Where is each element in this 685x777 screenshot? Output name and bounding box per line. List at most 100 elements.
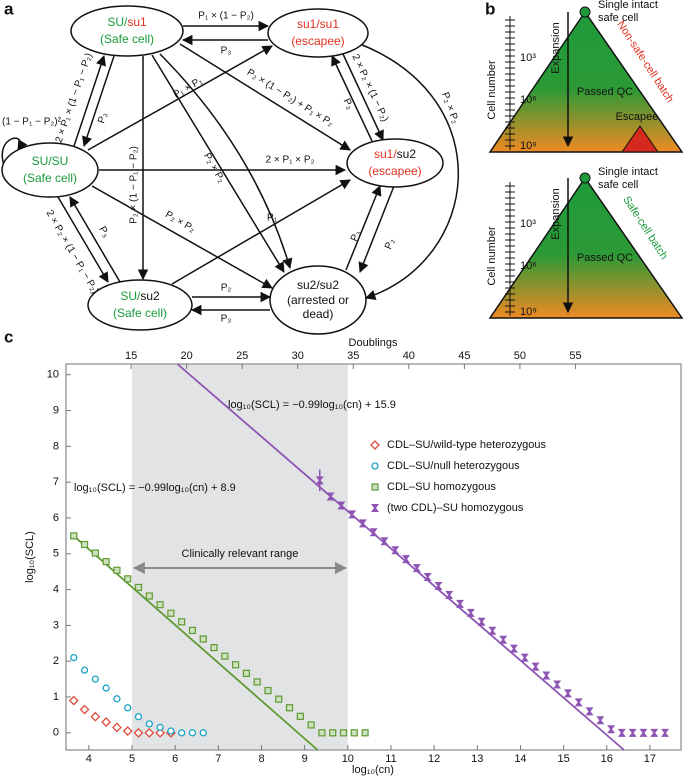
data-point: [275, 695, 283, 703]
arrow: [171, 179, 351, 285]
x-tick-label: 7: [215, 753, 221, 765]
x-tick-label: 5: [129, 753, 135, 765]
y-tick-label: 8: [53, 440, 59, 452]
arrow: [331, 55, 373, 142]
label-part: su1: [127, 15, 147, 29]
x-tick-label: 11: [385, 753, 396, 765]
data-point: [423, 573, 432, 582]
arrow: [179, 43, 351, 151]
x-tick-label: 14: [514, 753, 526, 765]
node-note: (Safe cell): [23, 171, 77, 185]
arrow: [82, 55, 115, 147]
edge-label: P₁: [267, 213, 278, 224]
data-point: [445, 590, 454, 599]
edge-label: P₂: [383, 237, 397, 251]
data-point: [361, 729, 369, 737]
data-point: [488, 626, 497, 635]
edge-label: P₂ × P₂: [163, 209, 197, 235]
x2-tick-label: 35: [347, 350, 359, 362]
arrow: [57, 196, 109, 283]
cell-label: safe cell: [598, 179, 638, 191]
x2-tick-label: 20: [181, 350, 193, 362]
data-point: [253, 678, 261, 686]
node-label: SU/su2: [120, 289, 160, 303]
node-note: (Safe cell): [100, 32, 154, 46]
data-point: [91, 675, 99, 683]
data-point: [617, 728, 626, 737]
safe-cell: [579, 172, 591, 184]
data-point: [628, 728, 637, 737]
data-point: [122, 726, 133, 736]
data-point: [553, 680, 562, 689]
panel-letter: c: [4, 327, 13, 346]
node-label: su1/su1: [297, 17, 339, 31]
node-note: (Safe cell): [113, 306, 167, 320]
data-point: [80, 666, 89, 674]
node-note: (arrested or: [287, 293, 349, 307]
scale-label: 10³: [520, 52, 536, 64]
y-tick-label: 9: [53, 404, 59, 416]
edge-label: P₃: [96, 111, 110, 125]
edge-label: P₂ × P₂: [201, 151, 227, 185]
x-tick-label: 17: [644, 753, 656, 765]
x-tick-label: 10: [342, 753, 354, 765]
data-point: [144, 727, 155, 738]
qc-label: Passed QC: [577, 252, 633, 264]
x-tick-label: 9: [302, 753, 308, 765]
data-point: [358, 519, 367, 528]
triangle: [488, 10, 684, 153]
panel-letter: b: [485, 0, 495, 18]
scale-label: 10⁶: [520, 94, 537, 106]
data-point: [466, 608, 475, 617]
node: [1, 142, 99, 198]
data-point: [607, 725, 616, 734]
scale-label: 10⁹: [520, 140, 537, 152]
x2-tick-label: 25: [236, 350, 248, 362]
data-point: [178, 729, 186, 737]
data-point: [134, 713, 143, 721]
data-point: [380, 537, 389, 546]
label-part: su2/su2: [297, 278, 339, 292]
node-label: SU/SU: [32, 154, 69, 168]
node-label: SU/su1: [107, 15, 147, 29]
label-part: SU/: [107, 15, 128, 29]
label-part: SU/: [120, 289, 141, 303]
label-part: su1/su1: [297, 17, 339, 31]
x-tick-label: 16: [601, 753, 613, 765]
batch-panel: Cell number 10³ 10⁶ 10⁹ Expansion Single…: [486, 166, 684, 319]
edge-label: 2 × P₁ × P₂: [266, 155, 315, 166]
x-tick-label: 8: [258, 753, 264, 765]
data-point: [412, 564, 421, 573]
data-point: [499, 635, 508, 644]
data-point: [456, 599, 465, 608]
fit-equation: log₁₀(SCL) = −0.99log₁₀(cn) + 8.9: [74, 482, 236, 494]
shaded-range: [132, 364, 348, 750]
legend-label: CDL–SU/null heterozygous: [387, 460, 520, 472]
data-point: [285, 704, 294, 712]
legend-marker: [370, 440, 380, 450]
x-tick-label: 15: [557, 753, 569, 765]
node: [87, 279, 193, 331]
legend-marker: [371, 462, 379, 470]
data-point: [91, 549, 99, 557]
y-tick-label: 2: [53, 655, 59, 667]
edge-label: P₃: [96, 225, 111, 240]
y-tick-label: 0: [53, 727, 59, 739]
data-point: [145, 592, 153, 600]
arrow: [159, 53, 293, 270]
triangle: [488, 176, 684, 319]
fit-line: [176, 363, 625, 751]
data-point: [574, 698, 583, 707]
edge-label: P₂: [221, 283, 232, 294]
node: [267, 8, 369, 58]
y-tick-label: 10: [47, 369, 59, 381]
arrow: [345, 185, 382, 271]
data-point: [156, 601, 164, 609]
data-point: [199, 635, 207, 643]
data-point: [167, 609, 175, 617]
node: [346, 138, 444, 188]
data-point: [264, 686, 272, 695]
data-point: [112, 722, 122, 733]
legend-label: CDL–SU/wild-type heterozygous: [387, 439, 546, 451]
x-tick-label: 13: [471, 753, 483, 765]
